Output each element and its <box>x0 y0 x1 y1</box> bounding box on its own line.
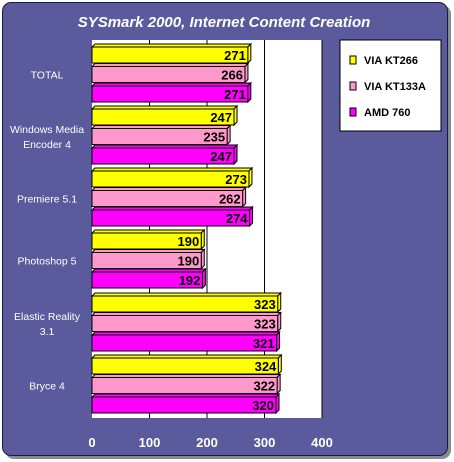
bar <box>91 271 203 289</box>
bar <box>91 357 279 375</box>
x-tick-label: 200 <box>196 435 218 450</box>
chart-title: SYSmark 2000, Internet Content Creation <box>78 14 371 31</box>
category-label: Windows Media Encoder 4 <box>10 124 84 151</box>
category-label: Elastic Reality 3.1 <box>14 311 81 338</box>
legend-label: VIA KT133A <box>364 81 426 93</box>
plot-area: 0 100 200 300 400 271 266 271 TOTAL 247 235 247 Wind… <box>10 40 333 450</box>
bar <box>91 377 278 394</box>
bar-value-label: 273 <box>225 172 247 187</box>
bar-value-label: 321 <box>253 336 275 351</box>
bar <box>91 295 279 313</box>
bar <box>91 209 251 227</box>
bar-value-label: 320 <box>252 398 274 413</box>
legend-swatch <box>349 55 357 65</box>
bar-value-label: 322 <box>253 379 275 394</box>
legend-swatch <box>349 81 357 91</box>
legend-label: AMD 760 <box>364 107 410 119</box>
category-label: Premiere 5.1 <box>17 194 77 206</box>
bar-value-label: 323 <box>254 297 276 312</box>
legend-label: VIA KT266 <box>364 55 418 67</box>
bar-value-label: 271 <box>224 87 246 102</box>
bar-value-label: 271 <box>224 48 246 63</box>
x-tick-label: 400 <box>311 435 333 450</box>
bar-value-label: 266 <box>221 68 243 83</box>
x-tick-label: 0 <box>88 435 95 450</box>
bar-value-label: 262 <box>219 192 241 207</box>
legend-swatch <box>349 107 357 117</box>
bar <box>91 334 278 352</box>
bar-value-label: 324 <box>255 359 277 374</box>
category-label: TOTAL <box>31 70 64 82</box>
bar <box>91 85 249 103</box>
bar-value-label: 247 <box>210 110 232 125</box>
bar-value-label: 323 <box>254 317 276 332</box>
x-tick-label: 100 <box>139 435 161 450</box>
bar <box>91 147 235 165</box>
bar-value-label: 190 <box>178 254 200 269</box>
bar-value-label: 247 <box>210 149 232 164</box>
legend-box <box>339 39 442 132</box>
bar-value-label: 235 <box>203 130 225 145</box>
bar <box>91 315 279 332</box>
bar <box>91 396 277 414</box>
bar-value-label: 274 <box>226 211 248 226</box>
category-label: Photoshop 5 <box>18 256 77 268</box>
x-tick-label: 300 <box>254 435 276 450</box>
category-label: Bryce 4 <box>29 381 65 393</box>
bar-value-label: 190 <box>178 234 200 249</box>
legend: VIA KT266 VIA KT133A AMD 760 <box>339 39 442 132</box>
bar-value-label: 192 <box>179 273 201 288</box>
